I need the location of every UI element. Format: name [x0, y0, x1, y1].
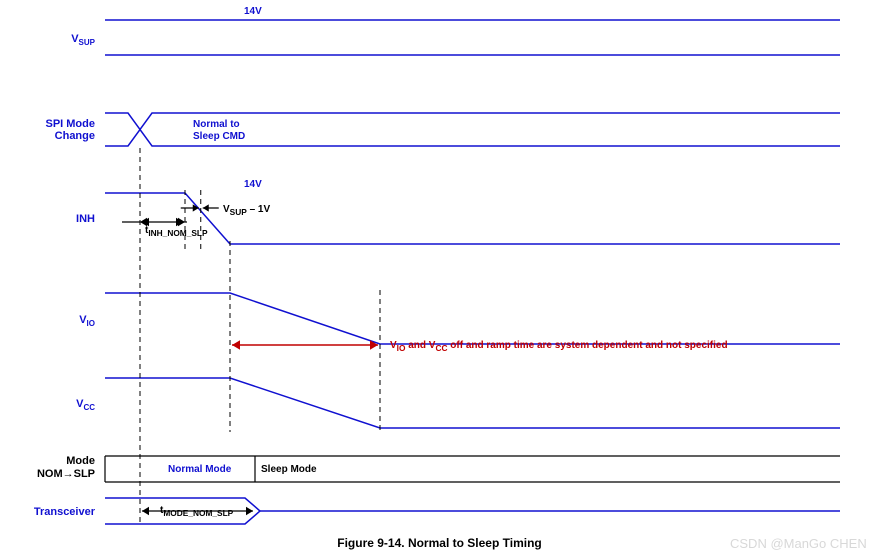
anno-inh-tlabel: tINH_NOM_SLP — [145, 225, 208, 238]
anno-spi-cmd: Normal toSleep CMD — [193, 119, 245, 143]
anno-red-note: VIO and VCC off and ramp time are system… — [390, 340, 728, 353]
label-vsup: VSUP — [71, 33, 95, 47]
anno-inh-vlabel: VSUP – 1V — [223, 204, 270, 217]
watermark: CSDN @ManGo CHEN — [730, 536, 867, 551]
anno-mode-normal: Normal Mode — [168, 464, 231, 475]
label-vio: VIO — [79, 314, 95, 328]
label-spi: SPI ModeChange — [45, 118, 95, 142]
label-mode-bot: NOM→SLP — [37, 468, 95, 480]
label-inh: INH — [76, 213, 95, 225]
label-vcc: VCC — [76, 398, 95, 412]
timing-diagram — [0, 0, 879, 555]
anno-trans-tlabel: tMODE_NOM_SLP — [160, 505, 233, 518]
label-mode-top: Mode — [66, 455, 95, 467]
anno-vsup-14v: 14V — [244, 6, 262, 17]
anno-mode-sleep: Sleep Mode — [261, 464, 317, 475]
label-transceiver: Transceiver — [34, 506, 95, 518]
anno-inh-14v: 14V — [244, 179, 262, 190]
